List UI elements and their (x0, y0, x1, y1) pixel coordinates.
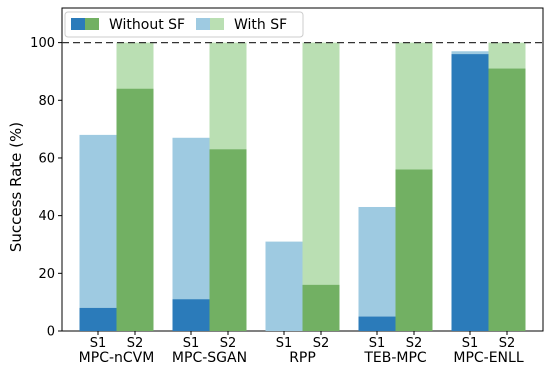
legend: Without SF With SF (64, 11, 304, 38)
x-tick-label: S2 (127, 336, 144, 351)
x-tick-label: S2 (220, 336, 237, 351)
y-axis-label: Success Rate (%) (7, 122, 25, 252)
bar-s1-with-sf-rpp (265, 241, 303, 331)
bar-s2-without-sf-mpc-enll (488, 68, 526, 331)
legend-swatch (71, 18, 85, 30)
x-tick-label: S1 (276, 336, 293, 351)
x-tick-label: S1 (90, 336, 107, 351)
legend-swatch (85, 18, 99, 30)
x-tick-label: S1 (369, 336, 386, 351)
legend-label: With SF (234, 17, 287, 33)
group-label: MPC-SGAN (172, 350, 247, 366)
bar-s1-without-sf-mpc-enll (451, 54, 489, 332)
group-label: RPP (289, 350, 316, 366)
y-tick-label: 80 (38, 94, 55, 109)
group-label: MPC-nCVM (79, 350, 155, 366)
bar-s1-with-sf-mpc-ncvm (79, 134, 117, 331)
bar-s1-without-sf-mpc-sgan (172, 299, 210, 331)
y-tick-label: 60 (38, 151, 55, 166)
bar-s1-without-sf-teb-mpc (358, 316, 396, 331)
bar-s2-without-sf-mpc-ncvm (116, 88, 154, 331)
legend-label: Without SF (109, 17, 185, 33)
y-tick-label: 100 (30, 36, 55, 51)
legend-swatch (196, 18, 210, 30)
bars (79, 42, 526, 332)
y-tick-label: 40 (38, 209, 55, 224)
bar-s2-with-sf-rpp (302, 42, 340, 331)
group-label: TEB-MPC (363, 350, 427, 366)
x-tick-label: S1 (462, 336, 479, 351)
group-label: MPC-ENLL (453, 350, 523, 366)
y-tick-label: 0 (47, 325, 55, 340)
bar-s1-with-sf-mpc-sgan (172, 137, 210, 331)
y-axis: 0 20 40 60 80 100 (30, 36, 62, 340)
x-tick-label: S2 (499, 336, 516, 351)
bar-s2-without-sf-mpc-sgan (209, 149, 247, 331)
legend-swatch (210, 18, 224, 30)
y-tick-label: 20 (38, 267, 55, 282)
bar-s1-without-sf-mpc-ncvm (79, 307, 117, 331)
x-tick-label: S2 (406, 336, 423, 351)
bar-s1-with-sf-teb-mpc (358, 206, 396, 331)
bar-s2-without-sf-teb-mpc (395, 169, 433, 331)
x-tick-label: S1 (183, 336, 200, 351)
legend-box (64, 11, 304, 38)
bar-s2-without-sf-rpp (302, 284, 340, 331)
x-tick-label: S2 (313, 336, 330, 351)
